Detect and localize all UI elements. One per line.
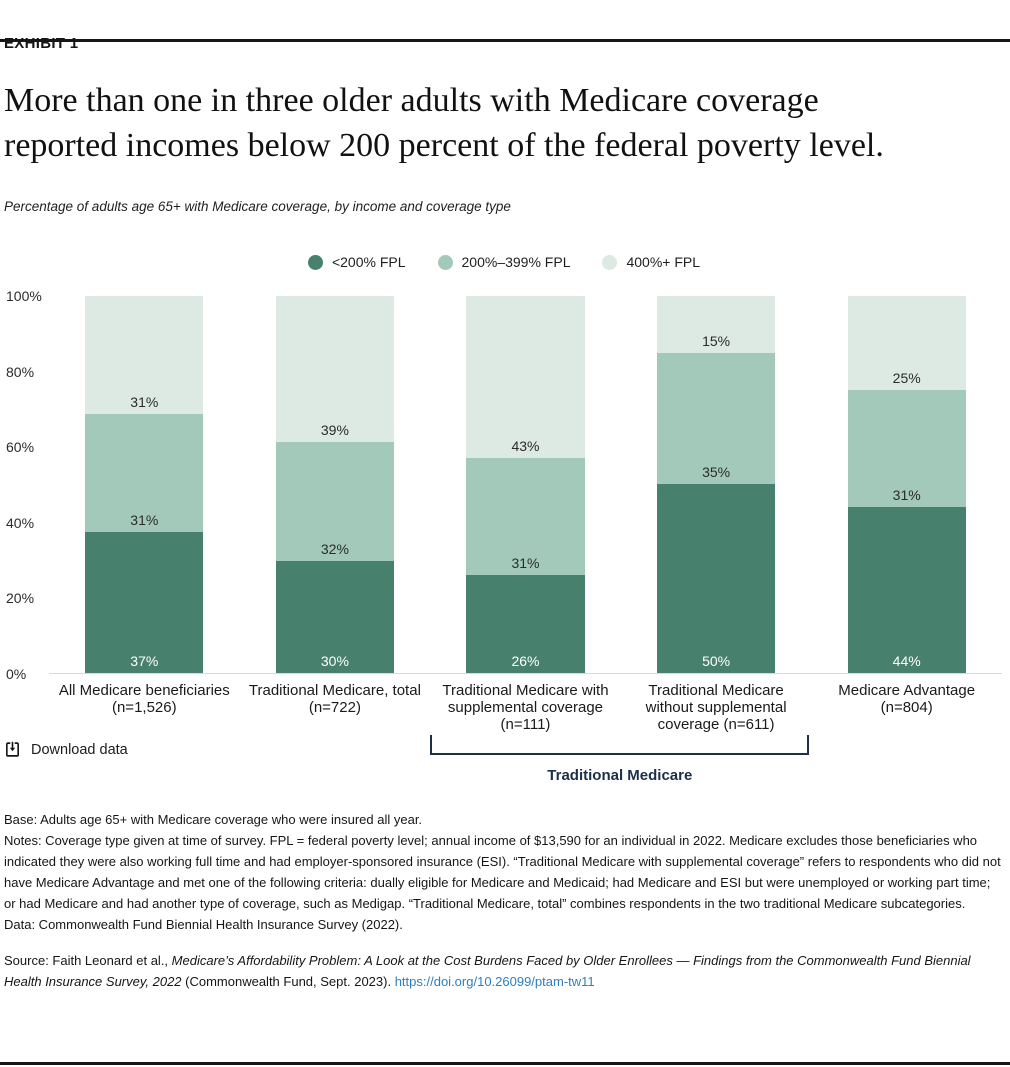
exhibit-label: EXHIBIT 1 (4, 35, 79, 52)
doi-link[interactable]: https://doi.org/10.26099/ptam-tw11 (394, 974, 595, 989)
legend-item-1[interactable]: 200%–399% FPL (437, 254, 571, 270)
legend-item-label: 200%–399% FPL (461, 254, 571, 270)
y-axis-tick-label: 80% (6, 363, 35, 380)
data-note: Data: Commonwealth Fund Biennial Health … (4, 917, 403, 932)
bar-column: 31% 31% 37% (49, 296, 240, 673)
bar-segment-200-399-fpl[interactable]: 31% (466, 458, 585, 575)
bars-area: 31% 31% 37% 39% 32% 30% 43% 31% 26% 15% 35% 50% 25% 3… (49, 296, 1002, 674)
bar-segment-400-plus-fpl[interactable]: 15% (657, 296, 776, 353)
figure-container: EXHIBIT 1 More than one in three older a… (0, 35, 1010, 992)
segment-value-label: 50% (702, 652, 731, 669)
bracket-label: Traditional Medicare (547, 767, 693, 784)
y-axis-tick-label: 20% (6, 590, 35, 607)
y-axis-tick-label: 60% (6, 439, 35, 456)
stacked-bar[interactable]: 31% 31% 37% (85, 296, 204, 673)
legend-swatch-icon (307, 254, 323, 270)
y-axis-tick-label: 100% (6, 288, 42, 304)
y-axis-tick-label: 40% (6, 514, 35, 531)
stacked-bar[interactable]: 15% 35% 50% (657, 296, 776, 673)
bar-segment-under-200-fpl[interactable]: 37% (85, 532, 204, 673)
methodology-note: Notes: Coverage type given at time of su… (4, 833, 1001, 911)
segment-value-label: 43% (511, 438, 540, 455)
stacked-bar[interactable]: 43% 31% 26% (466, 296, 585, 673)
chart-plot-area: 0% 20% 40% 60% 80% 100% 31% 31% 37% 39% 32% 30% 43%… (4, 289, 1004, 681)
segment-value-label: 15% (702, 332, 731, 349)
bar-segment-under-200-fpl[interactable]: 44% (847, 507, 966, 673)
chart-legend: <200% FPL 200%–399% FPL 400%+ FPL (4, 254, 1004, 270)
base-note: Base: Adults age 65+ with Medicare cover… (4, 812, 423, 827)
bar-column: 39% 32% 30% (240, 296, 431, 673)
source-publication-title: Medicare’s Affordability Problem: A Look… (4, 953, 971, 989)
segment-value-label: 35% (702, 464, 731, 481)
source-block: Source: Faith Leonard et al., Medicare’s… (4, 950, 1004, 992)
y-axis-tick-label: 0% (6, 666, 27, 682)
bar-segment-under-200-fpl[interactable]: 50% (657, 484, 776, 673)
bar-segment-200-399-fpl[interactable]: 31% (847, 390, 966, 508)
legend-item-label: 400%+ FPL (626, 254, 701, 270)
segment-value-label: 39% (320, 421, 349, 438)
segment-value-label: 31% (511, 554, 540, 571)
bar-segment-400-plus-fpl[interactable]: 43% (466, 296, 585, 459)
chart-subtitle: Percentage of adults age 65+ with Medica… (4, 199, 511, 214)
page-title: More than one in three older adults with… (4, 82, 884, 164)
x-axis-category-labels: All Medicare beneficiaries (n=1,526) Trad… (49, 682, 1002, 733)
bar-segment-200-399-fpl[interactable]: 31% (85, 414, 204, 533)
segment-value-label: 26% (511, 652, 540, 669)
bar-segment-400-plus-fpl[interactable]: 31% (85, 296, 204, 415)
stacked-bar[interactable]: 39% 32% 30% (275, 296, 394, 673)
source-suffix: (Commonwealth Fund, Sept. 2023). (181, 974, 395, 989)
bar-segment-under-200-fpl[interactable]: 30% (275, 561, 394, 673)
segment-value-label: 25% (892, 370, 921, 387)
legend-swatch-icon (437, 254, 453, 270)
download-icon (4, 741, 21, 758)
bracket-row (49, 735, 1002, 755)
segment-value-label: 32% (320, 541, 349, 557)
segment-value-label: 37% (130, 652, 159, 669)
top-divider (0, 39, 1010, 42)
segment-value-label: 44% (892, 652, 921, 669)
bar-segment-400-plus-fpl[interactable]: 25% (847, 296, 966, 391)
bar-segment-400-plus-fpl[interactable]: 39% (275, 296, 394, 442)
stacked-bar[interactable]: 25% 31% 44% (847, 296, 966, 673)
segment-value-label: 31% (130, 394, 159, 411)
notes-block: Base: Adults age 65+ with Medicare cover… (4, 809, 1004, 935)
category-label: All Medicare beneficiaries (n=1,526) (58, 682, 230, 716)
bar-column: 15% 35% 50% (621, 296, 812, 673)
legend-item-0[interactable]: <200% FPL (307, 254, 406, 270)
segment-value-label: 30% (320, 652, 349, 669)
bottom-divider (0, 1062, 1010, 1065)
segment-value-label: 31% (892, 487, 921, 504)
bar-column: 43% 31% 26% (430, 296, 621, 673)
bar-segment-200-399-fpl[interactable]: 32% (275, 441, 394, 561)
bar-column: 25% 31% 44% (811, 296, 1002, 673)
category-label: Medicare Advantage (n=804) (838, 682, 976, 716)
legend-item-2[interactable]: 400%+ FPL (602, 254, 700, 270)
bracket-label-row: Traditional Medicare (49, 755, 1002, 784)
category-label: Traditional Medicare, total (n=722) (248, 682, 421, 716)
source-prefix: Source: Faith Leonard et al., (4, 953, 172, 968)
legend-swatch-icon (602, 254, 618, 270)
category-label: Traditional Medicare with supplemental c… (442, 682, 609, 733)
legend-item-label: <200% FPL (331, 254, 406, 270)
bar-segment-under-200-fpl[interactable]: 26% (466, 574, 585, 673)
download-data-button[interactable]: Download data (4, 741, 128, 758)
traditional-medicare-bracket (429, 735, 810, 755)
download-button-label: Download data (31, 741, 128, 758)
segment-value-label: 31% (130, 512, 159, 529)
category-label: Traditional Medicare without supplementa… (645, 682, 787, 733)
below-chart-zone: Download data Traditional Medicare (4, 735, 1004, 787)
bar-segment-200-399-fpl[interactable]: 35% (657, 352, 776, 485)
